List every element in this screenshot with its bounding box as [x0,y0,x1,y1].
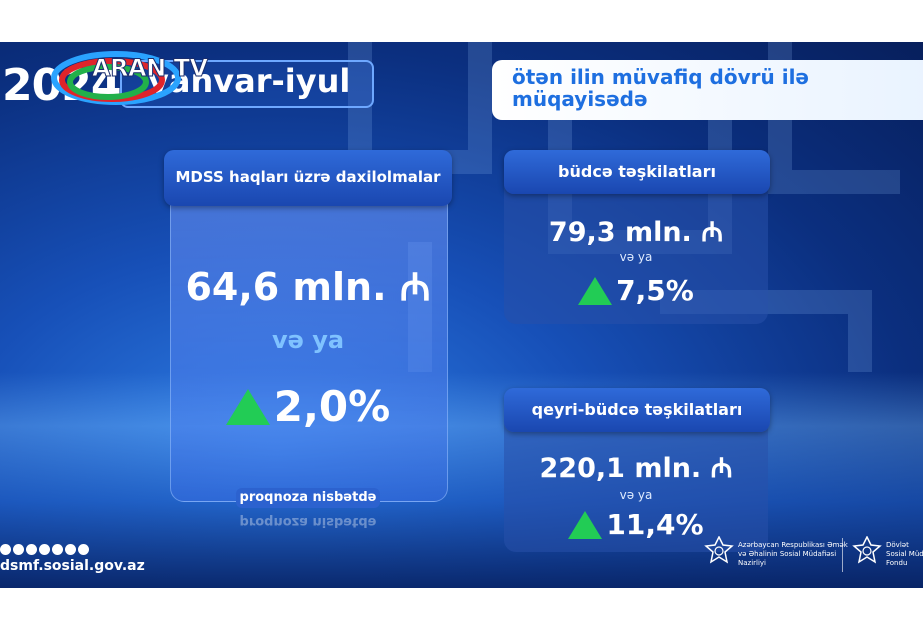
x-icon[interactable] [52,544,63,555]
budget-card-value: 79,3 mln. ₼ [548,217,724,248]
aran-tv-logo-icon [51,51,181,105]
ministry-name: Azərbaycan Respublikası Əmək və Əhalinin… [738,541,848,567]
budget-card-or-text: və ya [619,250,653,264]
ministry-emblem-icon [704,536,734,564]
nonbudget-card-percent-row: 11,4% [504,508,768,541]
linkedin-icon[interactable] [65,544,76,555]
main-card [170,154,448,502]
main-card-percent-row: 2,0% [170,382,446,432]
budget-card-percent-row: 7,5% [504,274,768,307]
main-card-header [164,150,452,206]
website-link[interactable]: dsmf.sosial.gov.az [0,558,145,574]
main-card-or-text: və ya [271,326,345,354]
nonbudget-card-value: 220,1 mln. ₼ [539,453,733,484]
comparison-banner [492,60,923,120]
telegram-icon[interactable] [39,544,50,555]
period-label: yanvar-iyul [148,62,351,100]
budget-card-percent: 7,5% [616,274,694,307]
tiktok-icon[interactable] [78,544,89,555]
social-icons-row [0,540,91,555]
triangle-up-icon [568,510,603,539]
main-card-note: proqnoza nisbətdə [236,488,380,508]
channel-logo-text: ARAN TV [92,54,209,83]
comparison-label: ötən ilin müvafiq dövrü ilə müqayisədə [512,65,809,111]
instagram-icon[interactable] [13,544,24,555]
nonbudget-card-percent: 11,4% [606,508,704,541]
fund-emblem-icon [852,536,882,564]
triangle-up-icon [578,276,613,305]
main-card-title: MDSS haqları üzrə daxilolmalar [175,168,441,186]
main-card-note-reflection: proqnoza nisbətdə [239,514,377,529]
nonbudget-card-title: qeyri-büdcə təşkilatları [531,400,743,419]
triangle-up-icon [225,388,270,425]
youtube-icon[interactable] [26,544,37,555]
infographic-panel: 2024 yanvar-iyul ARAN TV ötən ilin müvaf… [0,42,923,588]
fund-name: Dövlət Sosial Müd Fondu [886,541,923,567]
facebook-icon[interactable] [0,544,11,555]
nonbudget-card-header [504,388,770,432]
budget-card-title: büdcə təşkilatları [558,162,716,181]
main-card-value: 64,6 mln. ₼ [185,265,431,309]
main-card-percent: 2,0% [273,382,391,431]
footer-divider [842,538,843,572]
budget-card-header [504,150,770,194]
nonbudget-card-or-text: və ya [619,488,653,502]
